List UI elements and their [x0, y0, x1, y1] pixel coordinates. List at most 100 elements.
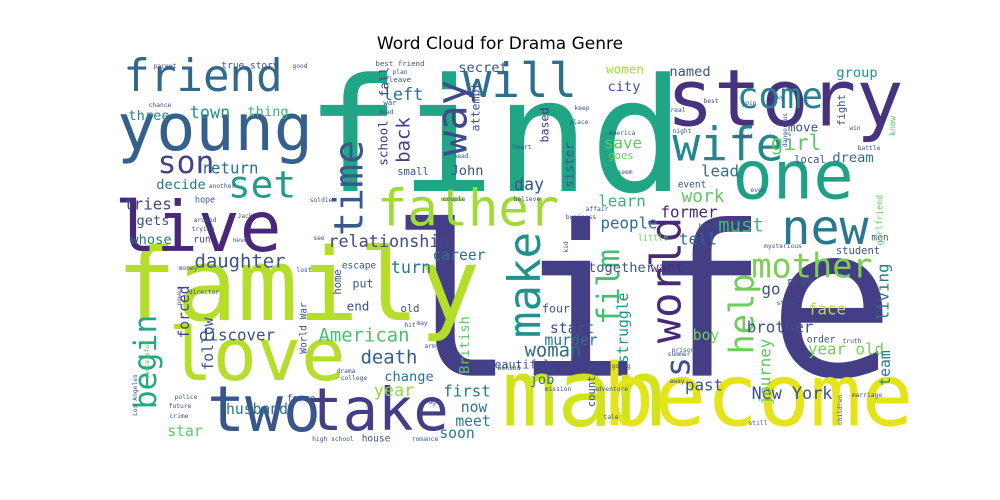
word-dream: dream: [832, 150, 873, 166]
word-business: business: [566, 214, 597, 221]
word-time: time: [327, 140, 373, 236]
word-girl: girl: [771, 131, 822, 155]
word-money: money: [179, 265, 198, 272]
word-agent: agent: [735, 133, 754, 140]
word-women: women: [606, 62, 644, 77]
word-adventure: adventure: [594, 386, 628, 393]
word-former: former: [660, 203, 717, 222]
word-girlfriend: girlfriend: [875, 195, 885, 245]
word-son: son: [158, 145, 215, 181]
word-take: take: [307, 375, 449, 444]
word-age: age: [428, 399, 440, 406]
word-brother: brother: [747, 318, 814, 337]
word-real: real: [670, 107, 685, 114]
word-house: house: [362, 434, 391, 445]
word-family: family: [116, 226, 480, 344]
word-home: home: [332, 269, 344, 294]
word-past: past: [685, 376, 723, 395]
word-relationship: relationship: [328, 231, 449, 251]
word-away: away: [669, 378, 684, 385]
word-best: best: [703, 98, 718, 105]
word-living: living: [874, 263, 893, 320]
word-team: team: [877, 350, 894, 386]
word-way: way: [428, 80, 477, 156]
word-never: never: [233, 237, 252, 244]
word-struggle: struggle: [615, 293, 632, 364]
word-one: one: [732, 137, 853, 215]
word-life: life: [389, 181, 895, 426]
word-trying: trying: [192, 226, 215, 233]
word-hope: hope: [195, 195, 215, 205]
word-become: become: [603, 346, 914, 446]
word-find: find: [305, 46, 684, 229]
word-country: country: [586, 363, 598, 407]
word-man: man: [502, 339, 669, 447]
word-escape: escape: [342, 261, 377, 272]
word-go: go: [761, 280, 780, 299]
chart-title: Word Cloud for Drama Genre: [376, 34, 624, 54]
word-lead: lead: [701, 162, 739, 181]
word-help: help: [723, 274, 762, 355]
word-left: left: [383, 84, 423, 104]
word-event: event: [678, 180, 707, 191]
word-american: American: [319, 325, 410, 347]
word-battle: battle: [858, 145, 881, 152]
word-successful: successful: [144, 341, 151, 379]
word-hit: hit: [404, 322, 416, 329]
word-chance: chance: [149, 102, 172, 109]
word-friend: friend: [123, 51, 282, 102]
word-tries: tries: [124, 195, 172, 214]
word-learn: learn: [598, 192, 646, 211]
word-see: see: [313, 235, 325, 242]
word-romance: romance: [412, 436, 439, 443]
word-forced: forced: [176, 285, 193, 338]
word-now: now: [461, 399, 488, 416]
word-based: based: [538, 108, 552, 143]
word-day: day: [514, 174, 544, 194]
word-dangerous: dangerous: [782, 113, 789, 147]
word-jack: Jack: [237, 213, 252, 220]
word-los-angeles: Los Angeles: [132, 374, 139, 416]
word-marriage: marriage: [852, 392, 883, 399]
word-come: come: [737, 76, 823, 117]
word-named: named: [669, 64, 710, 80]
word-win: win: [849, 125, 861, 132]
word-john: John: [451, 163, 484, 179]
word-may: may: [416, 320, 428, 327]
word-begin: begin: [128, 315, 164, 410]
word-s: s: [659, 357, 698, 377]
word-sister: sister: [562, 142, 577, 188]
word-future: future: [169, 403, 192, 410]
word-behind: behind: [498, 365, 521, 372]
word-local: local: [794, 154, 826, 166]
word-wife: wife: [672, 118, 783, 172]
word-murder: murder: [544, 332, 597, 349]
word-order: order: [807, 335, 836, 346]
word-bring: bring: [699, 223, 718, 230]
word-parent: parent: [154, 63, 177, 70]
word-police: police: [175, 394, 198, 401]
word-men: men: [871, 233, 888, 244]
word-tale: tale: [603, 414, 618, 421]
word-discover: discover: [199, 326, 275, 345]
word-director: director: [189, 289, 220, 296]
word-night: night: [673, 128, 692, 135]
word-world-war: World War: [299, 302, 310, 354]
word-school: school: [376, 120, 391, 166]
word-face: face: [808, 300, 846, 319]
word-together: together: [588, 260, 654, 276]
word-must: must: [718, 215, 764, 237]
word-summer: summer: [668, 351, 691, 358]
word-force: force: [287, 394, 316, 405]
word-will: will: [463, 54, 577, 109]
word-young: young: [117, 91, 313, 166]
word-lost: lost: [296, 267, 311, 274]
word-good: good: [292, 63, 307, 70]
word-new-york: New York: [752, 383, 833, 403]
word-kid: kid: [563, 241, 570, 253]
word-work: work: [681, 186, 724, 207]
word-new: new: [781, 200, 869, 256]
word-mission: mission: [545, 386, 572, 393]
word-plan: plan: [392, 69, 407, 76]
